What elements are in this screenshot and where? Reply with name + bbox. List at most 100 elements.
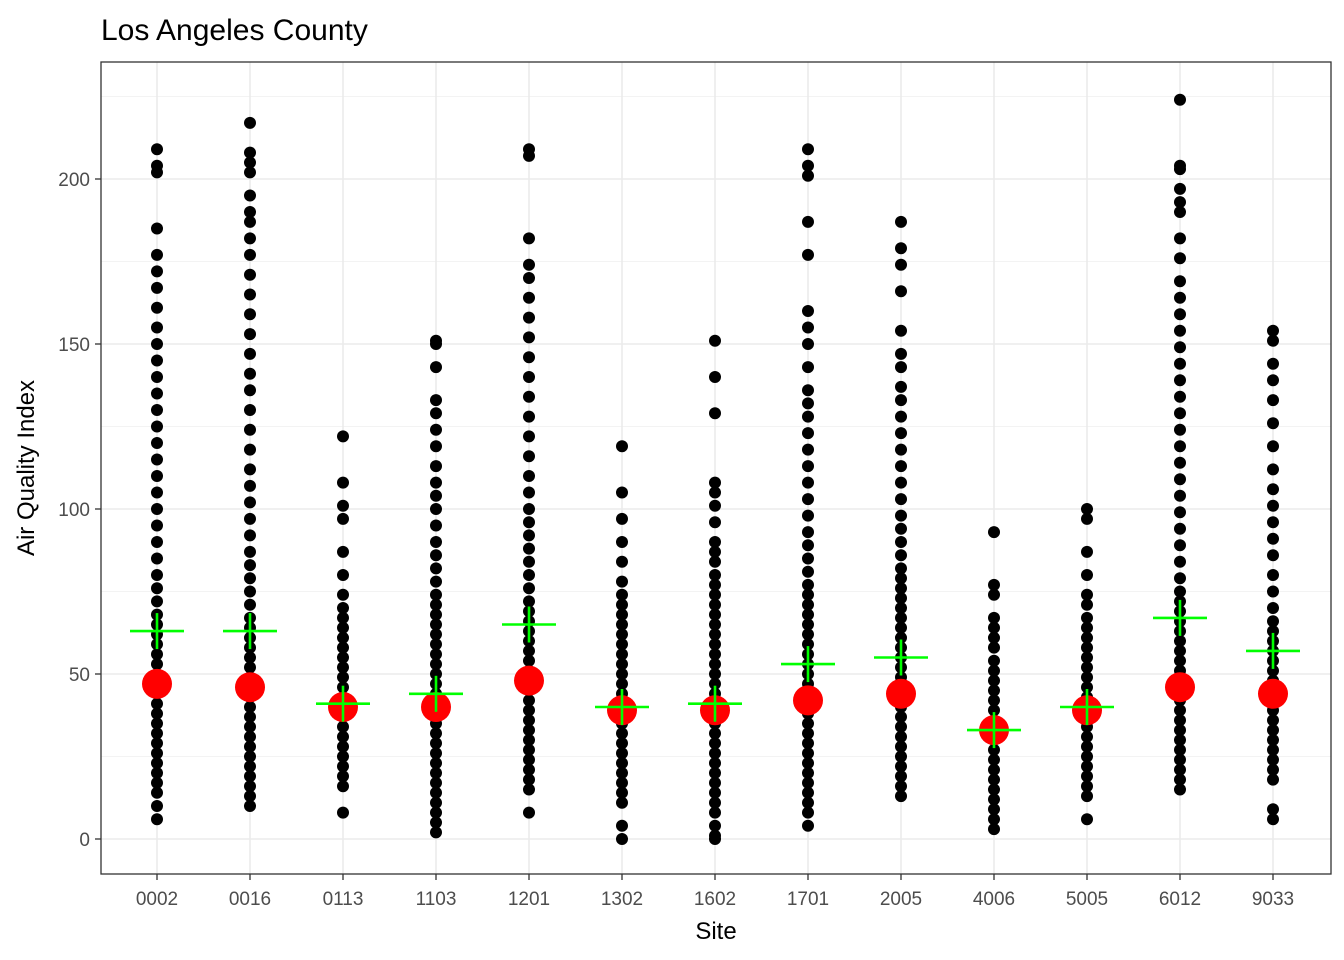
aqi-point (895, 790, 907, 803)
aqi-point (988, 704, 1000, 717)
aqi-point (1267, 463, 1279, 476)
aqi-point (709, 668, 721, 680)
aqi-point (430, 334, 442, 347)
aqi-point (616, 833, 628, 845)
aqi-point (244, 367, 256, 380)
aqi-point (802, 727, 814, 740)
aqi-point (802, 215, 814, 228)
aqi-point (802, 588, 814, 601)
aqi-point (430, 489, 442, 502)
aqi-point (802, 598, 814, 611)
aqi-point (895, 770, 907, 783)
aqi-point (802, 786, 814, 799)
aqi-point (802, 476, 814, 489)
aqi-point (709, 516, 721, 529)
aqi-point (151, 658, 163, 671)
aqi-point (895, 562, 907, 575)
aqi-point (244, 545, 256, 558)
aqi-point (895, 493, 907, 506)
aqi-point (151, 536, 163, 548)
aqi-point (709, 588, 721, 601)
aqi-point (1174, 182, 1186, 195)
aqi-point (709, 628, 721, 641)
aqi-point (1267, 417, 1279, 430)
y-axis: 0 50 100 150 200 (58, 170, 101, 851)
x-tick-label: 1701 (787, 889, 829, 910)
aqi-point (337, 740, 349, 753)
aqi-point (895, 602, 907, 614)
aqi-point (1267, 394, 1279, 407)
aqi-point (895, 760, 907, 773)
aqi-point (430, 598, 442, 611)
x-tick-label: 4006 (973, 889, 1015, 910)
aqi-point (709, 747, 721, 760)
aqi-point (616, 819, 628, 832)
aqi-point (895, 740, 907, 753)
aqi-point (244, 384, 256, 397)
aqi-point (802, 578, 814, 591)
aqi-point (802, 460, 814, 473)
aqi-point (988, 684, 1000, 697)
aqi-point (1267, 483, 1279, 496)
aqi-point (895, 780, 907, 793)
aqi-point (523, 773, 535, 786)
aqi-point (244, 288, 256, 301)
aqi-point (1174, 644, 1186, 657)
aqi-point (1081, 569, 1093, 581)
aqi-point (244, 710, 256, 723)
aqi-point (523, 704, 535, 717)
aqi-point (1174, 473, 1186, 486)
aqi-point (244, 496, 256, 509)
aqi-point (895, 592, 907, 605)
aqi-point (430, 361, 442, 374)
aqi-point (151, 437, 163, 449)
aqi-point (430, 638, 442, 651)
y-tick-label: 200 (58, 170, 90, 191)
aqi-point (895, 536, 907, 548)
aqi-point (1174, 654, 1186, 667)
aqi-point (895, 750, 907, 763)
x-tick-label: 0113 (323, 889, 364, 910)
aqi-point (151, 776, 163, 789)
aqi-point (244, 529, 256, 542)
aqi-point (151, 747, 163, 760)
median-point (1258, 678, 1288, 709)
aqi-point (616, 747, 628, 760)
aqi-point (1267, 664, 1279, 677)
aqi-point (337, 641, 349, 654)
aqi-point (523, 311, 535, 324)
aqi-point (895, 611, 907, 624)
aqi-point (151, 519, 163, 532)
aqi-point (802, 509, 814, 522)
aqi-point (709, 829, 721, 842)
aqi-point (616, 648, 628, 661)
x-tick-label: 9033 (1252, 889, 1294, 910)
aqi-point (244, 308, 256, 321)
aqi-point (1174, 423, 1186, 436)
aqi-point (1081, 545, 1093, 558)
median-point (142, 668, 172, 699)
aqi-point (244, 479, 256, 492)
aqi-point (895, 258, 907, 271)
mean-marker (502, 606, 556, 643)
aqi-point (244, 651, 256, 664)
aqi-point (430, 796, 442, 809)
y-axis-title: Air Quality Index (13, 380, 40, 556)
aqi-point (1081, 651, 1093, 664)
aqi-point (895, 522, 907, 535)
aqi-point (244, 780, 256, 793)
x-tick-label: 1103 (416, 889, 457, 910)
aqi-point (616, 536, 628, 548)
aqi-point (1174, 555, 1186, 568)
aqi-point (1174, 390, 1186, 403)
y-tick-label: 0 (79, 830, 90, 851)
aqi-point (337, 760, 349, 773)
aqi-point (988, 654, 1000, 667)
aqi-point (151, 420, 163, 433)
aqi-point (244, 740, 256, 753)
aqi-point (1174, 635, 1186, 647)
aqi-point (244, 166, 256, 179)
aqi-point (802, 747, 814, 760)
aqi-point (895, 443, 907, 456)
aqi-point (895, 710, 907, 723)
